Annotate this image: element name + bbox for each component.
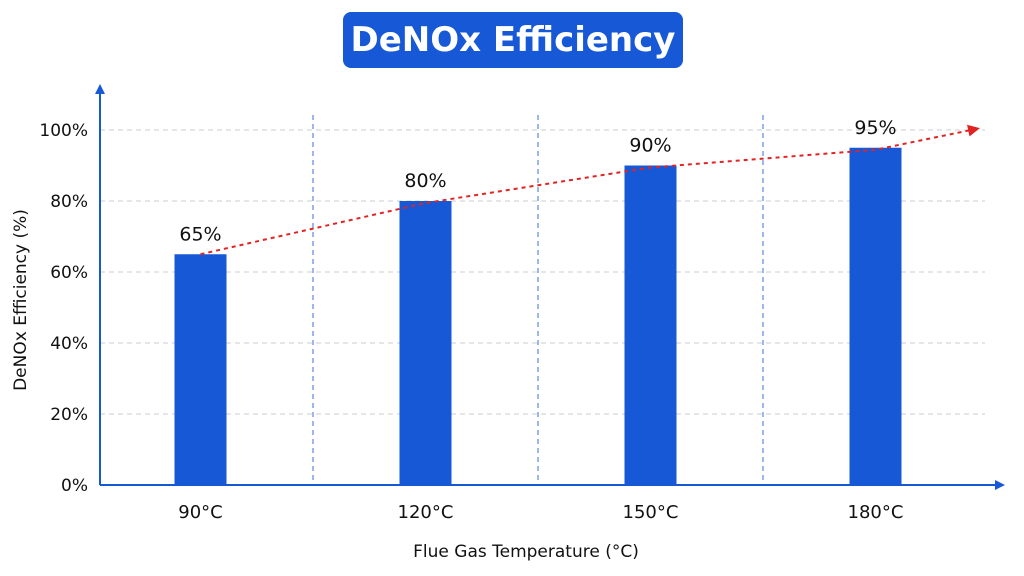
x-tick-label: 90°C: [178, 502, 222, 523]
x-tick-label: 150°C: [623, 502, 679, 523]
data-label: 65%: [179, 223, 221, 245]
x-tick-label: 180°C: [848, 502, 904, 523]
y-tick-label: 100%: [39, 121, 88, 141]
data-label: 80%: [404, 170, 446, 192]
data-label: 95%: [854, 117, 896, 139]
y-tick-label: 20%: [50, 405, 88, 425]
bar: [399, 201, 452, 485]
trend-layer: [200, 124, 980, 256]
y-tick-label: 0%: [61, 476, 88, 496]
bar: [624, 165, 677, 485]
y-tick-label: 80%: [50, 192, 88, 212]
axes-layer: [95, 84, 1005, 490]
bars-layer: [174, 147, 902, 485]
x-tick-label: 120°C: [398, 502, 454, 523]
labels-layer: 0% 20% 40% 60% 80% 100% 65% 90°C 80% 120°C 90% 150°…: [39, 117, 903, 523]
y-tick-label: 40%: [50, 334, 88, 354]
y-tick-label: 60%: [50, 263, 88, 283]
x-axis-label: Flue Gas Temperature (°C): [413, 542, 639, 562]
bar: [849, 147, 902, 485]
data-label: 90%: [629, 135, 671, 157]
chart-title: DeNOx Efficiency: [343, 12, 683, 68]
y-axis-label: DeNOx Efficiency (%): [11, 209, 31, 391]
grid-layer: [100, 115, 985, 485]
bar: [174, 254, 227, 485]
trend-arrow: [200, 124, 980, 256]
